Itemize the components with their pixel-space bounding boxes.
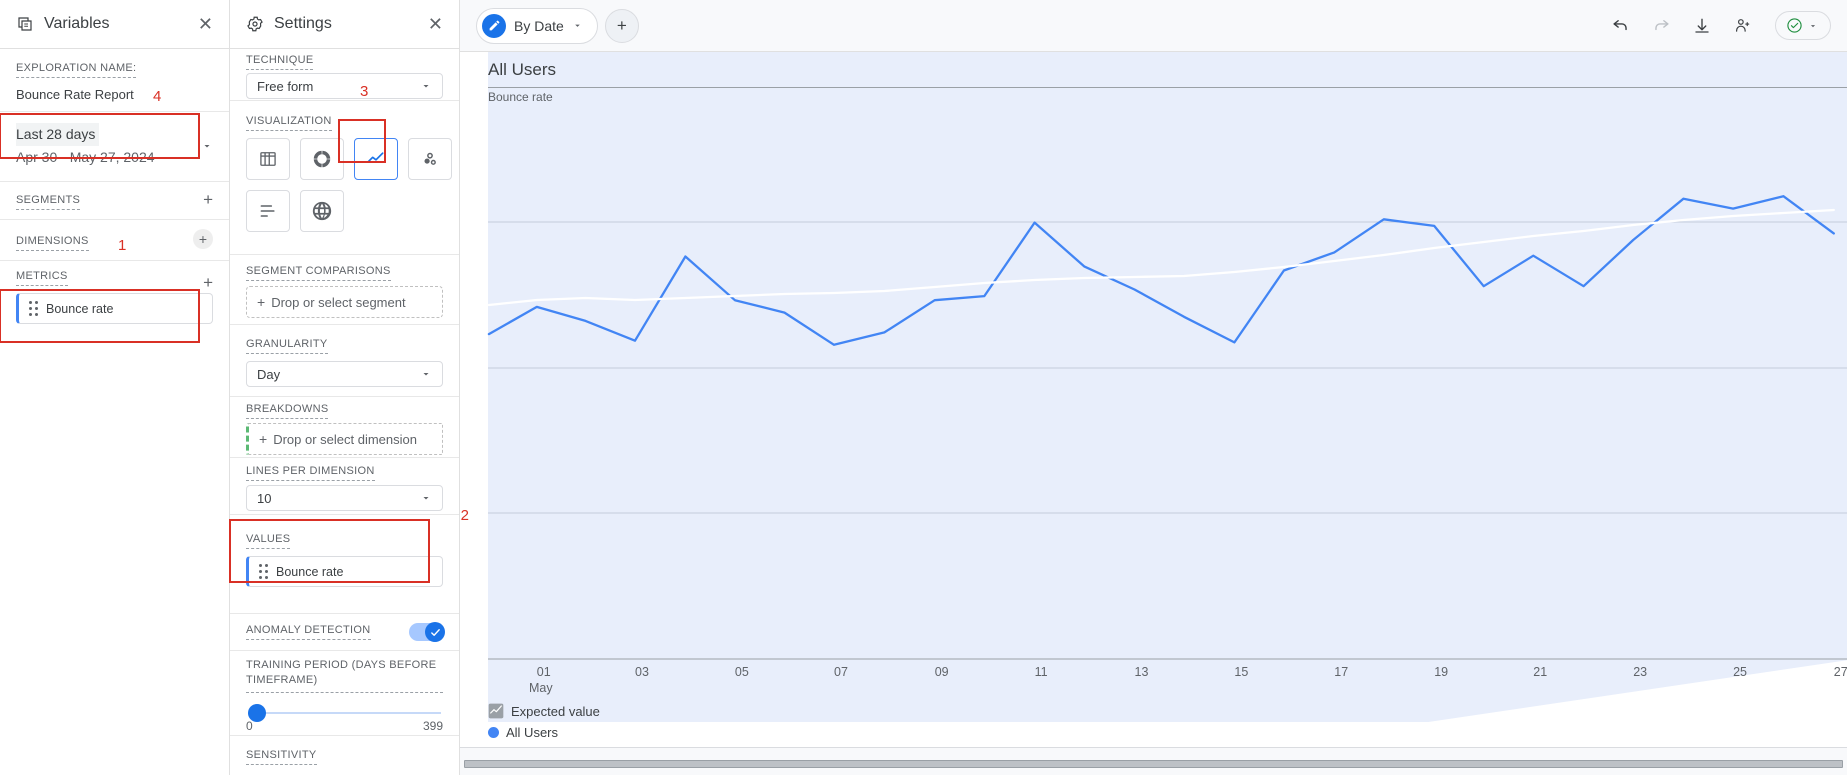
svg-text:01: 01 bbox=[537, 665, 551, 679]
svg-text:17: 17 bbox=[1334, 665, 1348, 679]
svg-text:15: 15 bbox=[1234, 665, 1248, 679]
svg-text:25: 25 bbox=[1733, 665, 1747, 679]
svg-text:11: 11 bbox=[1035, 665, 1048, 679]
svg-text:21: 21 bbox=[1533, 665, 1547, 679]
svg-text:27: 27 bbox=[1834, 665, 1847, 679]
svg-text:09: 09 bbox=[935, 665, 949, 679]
svg-text:05: 05 bbox=[735, 665, 749, 679]
svg-text:19: 19 bbox=[1434, 665, 1448, 679]
svg-text:03: 03 bbox=[635, 665, 649, 679]
svg-text:23: 23 bbox=[1633, 665, 1647, 679]
svg-text:07: 07 bbox=[834, 665, 848, 679]
svg-text:13: 13 bbox=[1135, 665, 1149, 679]
svg-text:May: May bbox=[529, 681, 553, 695]
